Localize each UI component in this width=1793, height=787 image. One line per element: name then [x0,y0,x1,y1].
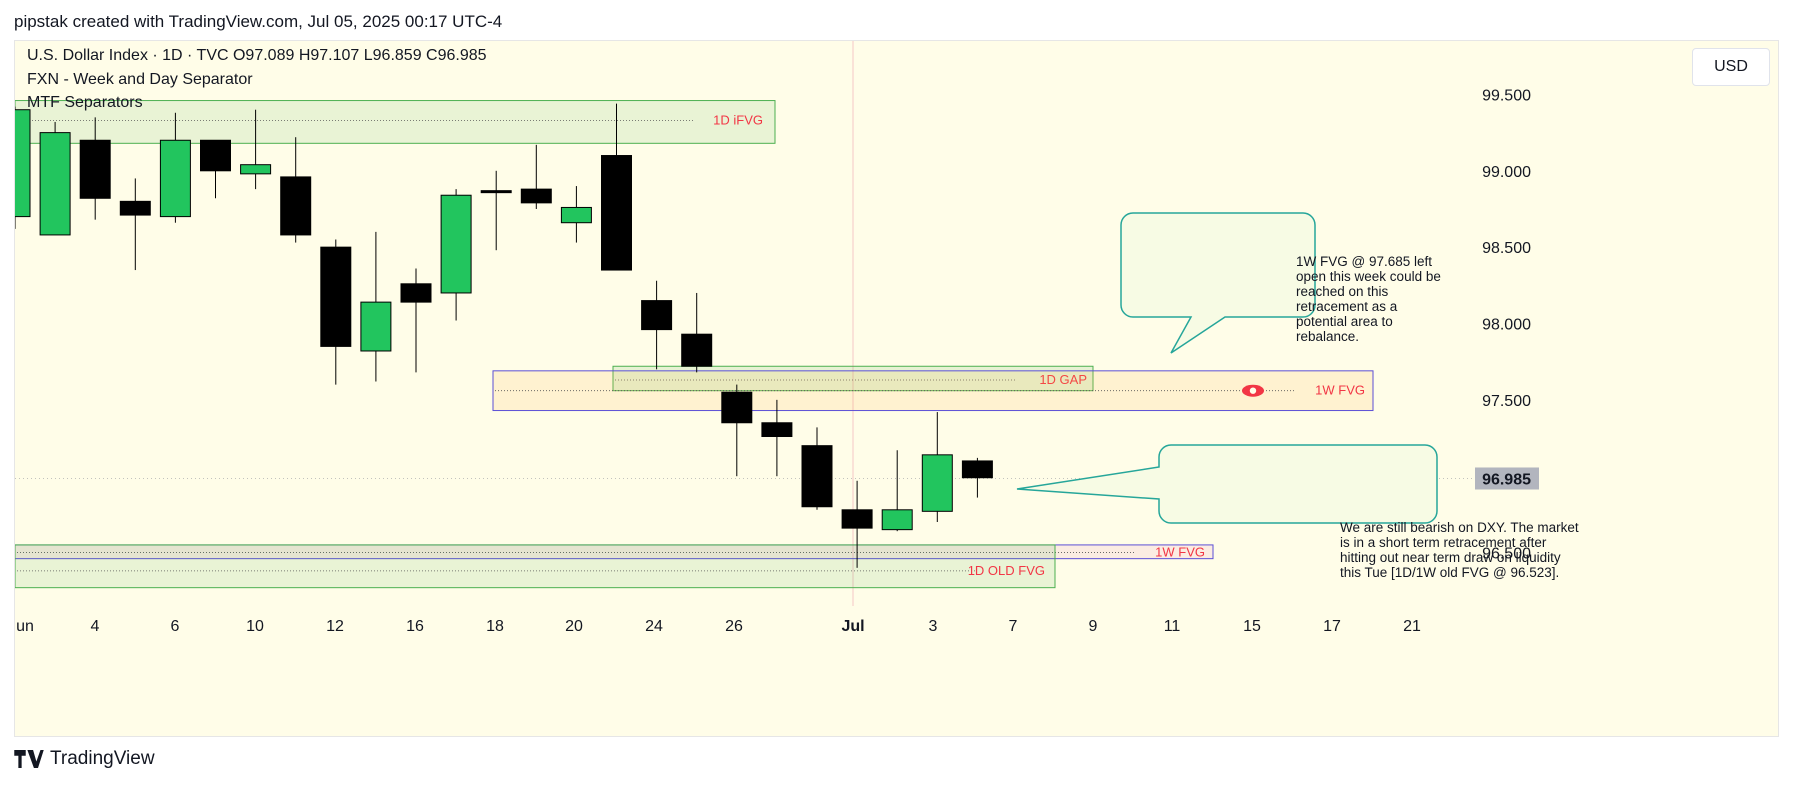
price-chart[interactable]: 1D iFVG 1D GAP 1W FVG 1W FVG 1D OLD FVG 99.5… [0,41,1778,736]
time-tick-label: 11 [1164,618,1181,635]
eye-icon [1242,384,1264,397]
time-tick-label: 7 [1009,618,1018,635]
candle-body [159,139,191,218]
time-tick-label: 20 [565,618,583,635]
chart-frame[interactable]: 1D iFVG 1D GAP 1W FVG 1W FVG 1D OLD FVG 99.5… [0,40,1779,737]
time-tick-label: 3 [929,618,938,635]
annotation-line: open this week could be [1296,269,1441,284]
price-tick-label: 99.500 [1482,87,1531,104]
candle-body [881,509,913,531]
zone-1d-ifvg [14,100,776,144]
annotation-line: retracement as a [1296,299,1398,314]
annotation-line: this Tue [1D/1W old FVG @ 96.523]. [1340,565,1560,580]
time-axis-background [15,606,1778,736]
time-tick-label: 4 [91,618,100,635]
annotation-text-1w-fvg: 1W FVG @ 97.685 left open this week could… [1296,254,1476,344]
eye-icon-pupil [1249,387,1257,394]
candle-body [119,200,151,216]
candle-body [79,139,111,199]
time-tick-label: 12 [326,618,344,635]
last-price-label: 96.985 [1482,471,1531,488]
annotation-line: hitting out near term draw on liquidity [1340,550,1561,565]
candle-body [0,109,31,218]
indicator-legend-week-day[interactable]: FXN - Week and Day Separator [27,71,253,88]
candle-body [480,190,512,194]
candle-body [681,333,713,367]
candle-body [39,132,71,236]
zone-1d-gap [612,365,1094,392]
candle-body [921,454,953,512]
zone-1d-gap-label: 1D GAP [1039,372,1087,387]
time-tick-label: 21 [1403,618,1421,635]
price-tick-label: 98.500 [1482,240,1531,257]
time-tick-label: Jun [15,618,34,635]
footer-branding: TradingView [14,748,155,770]
candle-body [320,246,352,347]
zone-1w-fvg-lower-label: 1W FVG [1155,545,1205,560]
candle-body [801,445,833,508]
chart-credit: pipstak created with TradingView.com, Ju… [14,12,503,31]
candle-body [841,509,873,529]
time-tick-label: 9 [1089,618,1098,635]
candle-body [560,206,592,224]
time-tick-label: 26 [725,618,743,635]
time-tick-label: 24 [645,618,663,635]
annotation-line: is in a short term retracement after [1340,535,1547,550]
tradingview-logo-icon [14,750,44,768]
price-tick-label: 96.500 [1482,546,1531,563]
candle-body [200,139,231,172]
annotation-line: 1W FVG @ 97.685 left [1296,254,1433,269]
zone-1w-fvg-upper-label: 1W FVG [1315,383,1365,398]
zone-1d-ifvg-label: 1D iFVG [713,112,763,127]
annotation-bubble-bearish-dxy [1016,444,1438,524]
last-price-tag [1475,467,1539,490]
symbol-legend[interactable]: U.S. Dollar Index · 1D · TVC O97.089 H97… [27,47,487,64]
candle-body [761,422,793,437]
price-tick-label: 98.000 [1482,317,1531,334]
candle-body [440,194,472,294]
footer-brand-text: TradingView [50,748,155,769]
annotation-line: rebalance. [1296,329,1360,344]
currency-button[interactable]: USD [1692,48,1770,86]
time-tick-label: 17 [1323,618,1341,635]
indicator-legend-mtf[interactable]: MTF Separators [27,94,143,111]
time-tick-label: 6 [171,618,180,635]
candle-body [280,176,312,236]
time-tick-label: 16 [406,618,424,635]
candle-body [721,391,753,424]
annotation-text-bearish-dxy: We are still bearish on DXY. The market i… [1340,520,1630,580]
annotation-line: potential area to [1296,314,1393,329]
candle-body [601,155,632,271]
time-tick-label: 18 [486,618,504,635]
zone-1d-old-fvg [14,544,1056,589]
candle-body [961,460,993,479]
zone-1d-old-fvg-label: 1D OLD FVG [968,563,1045,578]
candle-body [520,188,552,204]
candle-body [360,301,392,352]
annotation-line: reached on this [1296,284,1389,299]
annotation-line: We are still bearish on DXY. The market [1340,520,1579,535]
time-tick-label: 15 [1243,618,1261,635]
time-tick-label: Jul [841,618,864,635]
candle-body [400,283,432,303]
price-tick-label: 97.500 [1482,393,1531,410]
price-tick-label: 99.000 [1482,164,1531,181]
annotation-bubble-1w-fvg [1120,212,1316,354]
candle-body [641,300,673,331]
candle-body [240,164,272,175]
time-tick-label: 10 [246,618,264,635]
